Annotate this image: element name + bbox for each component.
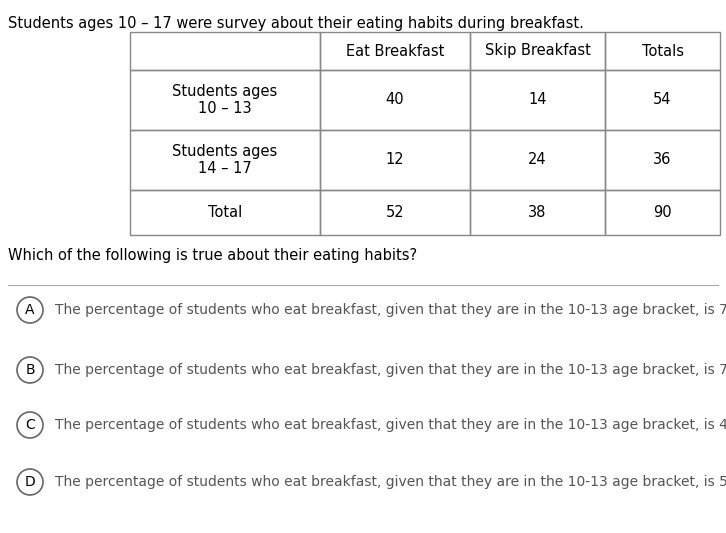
Text: The percentage of students who eat breakfast, given that they are in the 10-13 a: The percentage of students who eat break…	[55, 475, 726, 489]
Bar	[605, 32, 720, 70]
Text: 12: 12	[386, 152, 404, 167]
Text: Students ages
14 – 17: Students ages 14 – 17	[172, 144, 277, 176]
Bar	[605, 130, 720, 190]
Text: 24: 24	[529, 152, 547, 167]
Text: D: D	[25, 475, 36, 489]
Text: Total: Total	[208, 205, 242, 220]
Text: 14: 14	[529, 93, 547, 108]
Bar	[470, 32, 605, 70]
Text: The percentage of students who eat breakfast, given that they are in the 10-13 a: The percentage of students who eat break…	[55, 363, 726, 377]
Text: The percentage of students who eat breakfast, given that they are in the 10-13 a: The percentage of students who eat break…	[55, 303, 726, 317]
Text: 40: 40	[386, 93, 404, 108]
Text: C: C	[25, 418, 35, 432]
Text: 90: 90	[653, 205, 672, 220]
Text: 54: 54	[653, 93, 672, 108]
Bar	[130, 32, 320, 70]
Bar	[320, 70, 470, 130]
Bar	[470, 190, 605, 235]
Text: The percentage of students who eat breakfast, given that they are in the 10-13 a: The percentage of students who eat break…	[55, 418, 726, 432]
Bar	[470, 130, 605, 190]
Text: Eat Breakfast: Eat Breakfast	[346, 44, 444, 59]
Text: A: A	[25, 303, 35, 317]
Bar	[605, 70, 720, 130]
Text: Skip Breakfast: Skip Breakfast	[484, 44, 590, 59]
Bar	[130, 70, 320, 130]
Bar	[470, 70, 605, 130]
Bar	[320, 130, 470, 190]
Bar	[605, 190, 720, 235]
Text: Which of the following is true about their eating habits?: Which of the following is true about the…	[8, 248, 417, 263]
Text: 52: 52	[386, 205, 404, 220]
Text: 38: 38	[529, 205, 547, 220]
Bar	[320, 190, 470, 235]
Text: 36: 36	[653, 152, 672, 167]
Text: Totals: Totals	[642, 44, 683, 59]
Text: Students ages 10 – 17 were survey about their eating habits during breakfast.: Students ages 10 – 17 were survey about …	[8, 16, 584, 31]
Bar	[320, 32, 470, 70]
Text: B: B	[25, 363, 35, 377]
Bar	[130, 130, 320, 190]
Text: Students ages
10 – 13: Students ages 10 – 13	[172, 84, 277, 116]
Bar	[130, 190, 320, 235]
